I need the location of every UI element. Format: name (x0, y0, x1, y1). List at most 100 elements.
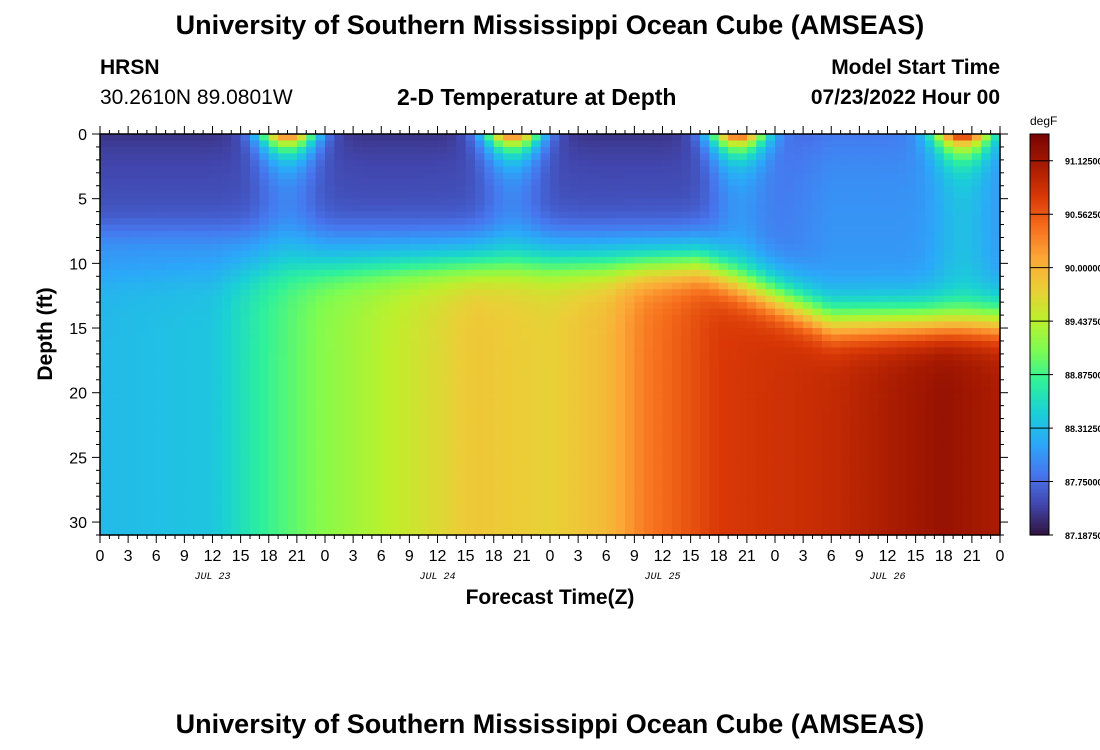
heatmap-cell (203, 282, 214, 290)
heatmap-cell (428, 457, 439, 465)
heatmap-cell (390, 437, 401, 446)
heatmap-cell (418, 379, 429, 387)
heatmap-cell (728, 347, 739, 355)
heatmap-cell (343, 315, 354, 323)
heatmap-cell (259, 243, 270, 252)
heatmap-cell (184, 315, 195, 323)
heatmap-cell (568, 243, 579, 252)
heatmap-cell (325, 153, 335, 161)
heatmap-cell (643, 205, 654, 213)
heatmap-cell (418, 392, 429, 400)
heatmap-cell (175, 295, 185, 303)
heatmap-cell (540, 302, 551, 310)
heatmap-cell (596, 166, 607, 174)
heatmap-cell (503, 192, 514, 200)
heatmap-cell (184, 166, 195, 174)
heatmap-cell (662, 237, 673, 245)
heatmap-cell (296, 418, 307, 426)
heatmap-cell (671, 347, 682, 355)
heatmap-cell (643, 366, 654, 374)
heatmap-cell (250, 489, 260, 497)
heatmap-cell (840, 302, 851, 310)
heatmap-cell (728, 379, 739, 387)
heatmap-cell (700, 302, 710, 310)
heatmap-cell (606, 366, 617, 374)
heatmap-cell (596, 153, 607, 161)
heatmap-cell (278, 218, 289, 226)
heatmap-cell (418, 431, 429, 439)
heatmap-cell (146, 302, 157, 310)
heatmap-cell (240, 463, 251, 471)
heatmap-cell (390, 146, 401, 155)
heatmap-cell (362, 412, 373, 420)
heatmap-cell (456, 522, 467, 530)
heatmap-cell (296, 140, 307, 148)
heatmap-cell (287, 282, 298, 290)
heatmap-cell (156, 496, 167, 504)
heatmap-cell (643, 282, 654, 290)
heatmap-cell (184, 172, 195, 180)
heatmap-cell (568, 179, 579, 187)
heatmap-cell (203, 250, 214, 258)
heatmap-cell (484, 256, 495, 264)
heatmap-cell (146, 437, 157, 446)
heatmap-cell (268, 185, 279, 193)
heatmap-cell (550, 192, 560, 200)
heatmap-cell (831, 425, 842, 433)
heatmap-cell (662, 289, 673, 297)
heatmap-cell (240, 256, 251, 264)
heatmap-cell (512, 528, 523, 536)
heatmap-cell (700, 476, 710, 484)
heatmap-cell (737, 386, 748, 394)
heatmap-cell (456, 450, 467, 458)
heatmap-cell (315, 269, 326, 277)
heatmap-cell (521, 366, 532, 374)
heatmap-cell (212, 373, 223, 381)
heatmap-cell (240, 295, 251, 303)
heatmap-cell (400, 185, 410, 193)
heatmap-cell (446, 418, 457, 426)
heatmap-cell (709, 340, 720, 349)
heatmap-cell (821, 528, 832, 536)
heatmap-cell (381, 250, 392, 258)
heatmap-cell (390, 431, 401, 439)
heatmap-cell (484, 502, 495, 510)
heatmap-cell (634, 321, 645, 329)
heatmap-cell (718, 509, 729, 517)
heatmap-cell (100, 179, 110, 187)
heatmap-cell (268, 502, 279, 510)
heatmap-cell (221, 405, 232, 413)
heatmap-cell (831, 366, 842, 374)
heatmap-cell (606, 399, 617, 407)
heatmap-cell (559, 347, 570, 355)
heatmap-cell (409, 528, 420, 536)
heatmap-cell (184, 295, 195, 303)
heatmap-cell (625, 302, 635, 310)
heatmap-cell (540, 269, 551, 277)
heatmap-cell (362, 418, 373, 426)
heatmap-cell (812, 295, 823, 303)
heatmap-cell (793, 231, 804, 239)
heatmap-cell (212, 146, 223, 155)
heatmap-cell (128, 437, 139, 446)
heatmap-cell (315, 347, 326, 355)
heatmap-cell (540, 392, 551, 400)
heatmap-cell (662, 198, 673, 206)
heatmap-cell (306, 328, 317, 336)
heatmap-cell (840, 509, 851, 517)
heatmap-cell (165, 463, 176, 471)
heatmap-cell (653, 211, 664, 219)
heatmap-cell (596, 373, 607, 381)
heatmap-cell (653, 334, 664, 342)
heatmap-cell (493, 457, 504, 465)
heatmap-cell (568, 373, 579, 381)
heatmap-cell (615, 153, 626, 161)
heatmap-cell (109, 134, 120, 142)
heatmap-cell (700, 153, 710, 161)
heatmap-cell (671, 140, 682, 148)
heatmap-cell (596, 379, 607, 387)
heatmap-cell (681, 172, 692, 180)
heatmap-cell (343, 218, 354, 226)
heatmap-cell (756, 347, 767, 355)
heatmap-cell (118, 522, 129, 530)
